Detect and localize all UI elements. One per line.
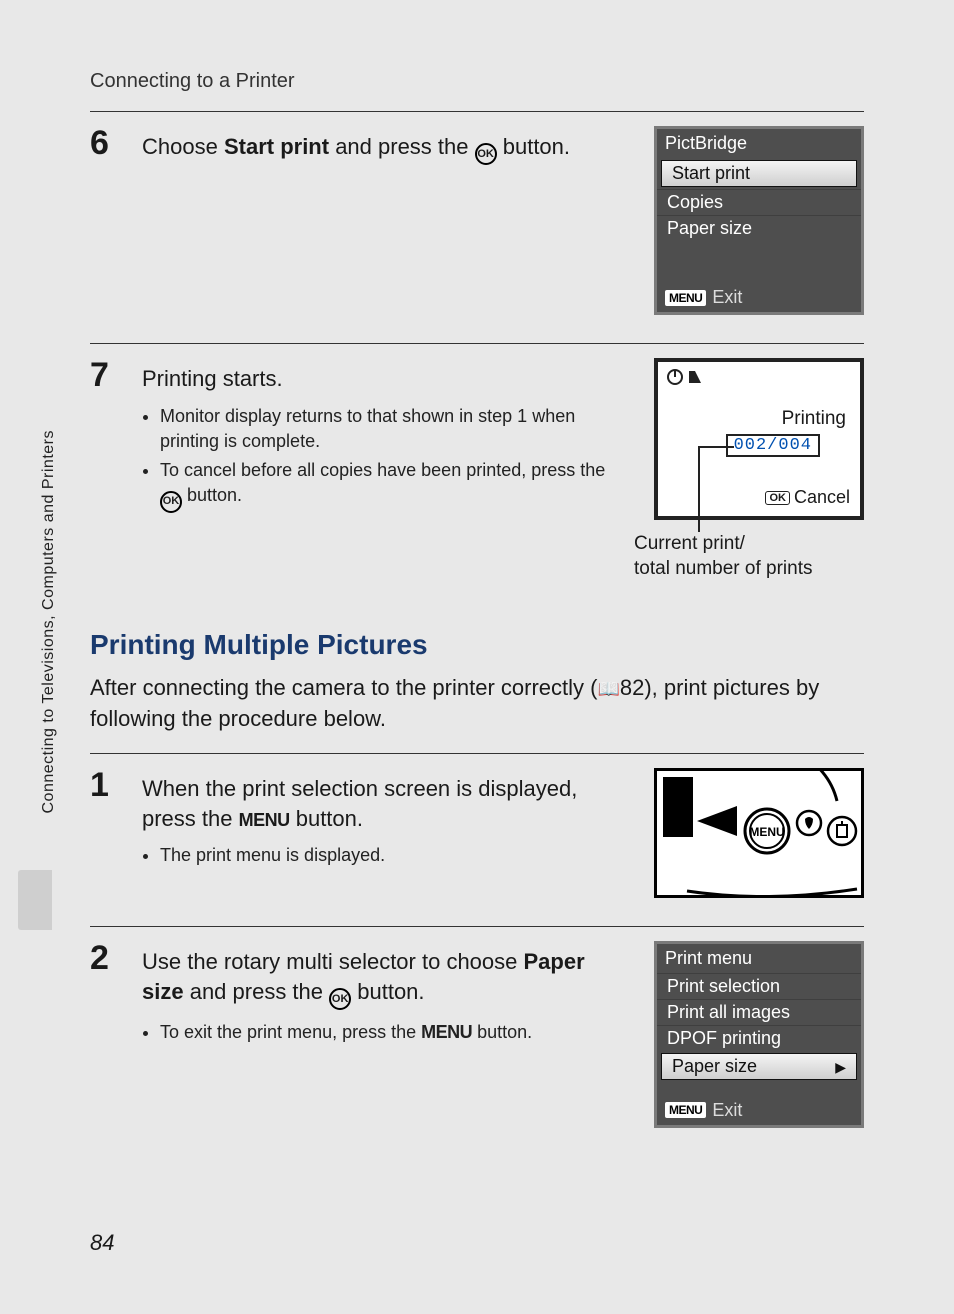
ok-chip-icon: OK	[765, 491, 790, 505]
print-count: 002/004	[726, 434, 820, 457]
menu-chip-icon: MENU	[665, 1102, 706, 1118]
step-2: 2 Use the rotary multi selector to choos…	[90, 941, 864, 1128]
bullet: Monitor display returns to that shown in…	[160, 404, 614, 454]
section-heading: Printing Multiple Pictures	[90, 629, 864, 661]
step-6: 6 Choose Start print and press the OK bu…	[90, 126, 864, 315]
text: and press the	[184, 979, 330, 1004]
spacer	[657, 1082, 861, 1096]
status-icons	[666, 368, 704, 386]
print-menu: Print menu Print selection Print all ima…	[654, 941, 864, 1128]
step-number: 7	[90, 358, 122, 581]
progress-caption: Current print/total number of prints	[634, 532, 864, 581]
rule	[90, 753, 864, 754]
menu-title: PictBridge	[657, 129, 861, 158]
section-intro: After connecting the camera to the print…	[90, 673, 864, 735]
menu-chip-icon: MENU	[665, 290, 706, 306]
menu-title: Print menu	[657, 944, 861, 973]
text: and press the	[329, 134, 475, 159]
menu-footer: MENU Exit	[657, 1096, 861, 1125]
text: Choose	[142, 134, 224, 159]
step-7-text: Printing starts.	[142, 364, 614, 394]
bullet: To exit the print menu, press the MENU b…	[160, 1020, 614, 1045]
ok-icon: OK	[329, 988, 351, 1010]
step-7-bullets: Monitor display returns to that shown in…	[142, 404, 614, 513]
pictbridge-icon	[686, 368, 704, 386]
callout-line	[698, 446, 734, 448]
label: Paper size	[672, 1056, 757, 1076]
ok-icon: OK	[475, 143, 497, 165]
step-2-text: Use the rotary multi selector to choose …	[142, 947, 614, 1010]
cancel-label: Cancel	[794, 487, 850, 508]
menu-item-print-all: Print all images	[657, 999, 861, 1025]
step-1-bullets: The print menu is displayed.	[142, 843, 614, 868]
bullet: To cancel before all copies have been pr…	[160, 458, 614, 513]
chevron-right-icon: ▶	[835, 1056, 846, 1076]
menu-item-start-print: Start print	[661, 160, 857, 187]
sidebar-tab	[18, 870, 52, 930]
step-6-text: Choose Start print and press the OK butt…	[142, 132, 614, 165]
menu-item-print-selection: Print selection	[657, 973, 861, 999]
text: After connecting the camera to the print…	[90, 675, 597, 700]
page-ref: 82	[620, 675, 644, 700]
menu-icon: MENU	[239, 808, 290, 832]
menu-icon: MENU	[421, 1020, 472, 1045]
text: Use the rotary multi selector to choose	[142, 949, 524, 974]
menu-item-copies: Copies	[657, 189, 861, 215]
step-number: 1	[90, 768, 122, 898]
step-number: 6	[90, 126, 122, 315]
text-bold: Start print	[224, 134, 329, 159]
text: button.	[290, 806, 363, 831]
bullet: The print menu is displayed.	[160, 843, 614, 868]
ok-icon: OK	[160, 491, 182, 513]
text: button.	[351, 979, 424, 1004]
camera-illustration: MENU	[654, 768, 864, 898]
pictbridge-menu: PictBridge Start print Copies Paper size…	[654, 126, 864, 315]
page-number: 84	[90, 1230, 114, 1256]
menu-item-dpof: DPOF printing	[657, 1025, 861, 1051]
svg-text:MENU: MENU	[749, 825, 784, 839]
step-number: 2	[90, 941, 122, 1128]
menu-item-paper-size: Paper size	[657, 215, 861, 241]
step-1-text: When the print selection screen is displ…	[142, 774, 614, 833]
text: To exit the print menu, press the	[160, 1022, 421, 1042]
rule	[90, 111, 864, 112]
sidebar-section-label: Connecting to Televisions, Computers and…	[40, 430, 58, 814]
exit-label: Exit	[712, 287, 742, 308]
step-1: 1 When the print selection screen is dis…	[90, 768, 864, 898]
exit-label: Exit	[712, 1100, 742, 1121]
power-icon	[666, 368, 684, 386]
menu-footer: MENU Exit	[657, 283, 861, 312]
cancel-row: OK Cancel	[765, 487, 850, 508]
page-header: Connecting to a Printer	[90, 70, 864, 93]
step-2-bullets: To exit the print menu, press the MENU b…	[142, 1020, 614, 1045]
text: button.	[472, 1022, 532, 1042]
spacer	[657, 241, 861, 283]
book-icon: 📖	[597, 677, 619, 702]
menu-item-paper-size: Paper size ▶	[661, 1053, 857, 1080]
text: button.	[497, 134, 570, 159]
printing-label: Printing	[782, 408, 846, 430]
rule	[90, 343, 864, 344]
callout-line	[698, 446, 700, 532]
step-7: 7 Printing starts. Monitor display retur…	[90, 358, 864, 581]
rule	[90, 926, 864, 927]
printing-progress-screen: Printing 002/004 OK Cancel	[654, 358, 864, 520]
